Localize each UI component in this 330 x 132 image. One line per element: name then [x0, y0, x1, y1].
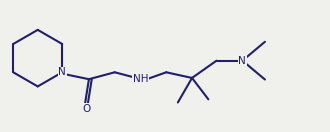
Text: O: O: [82, 104, 90, 114]
Text: NH: NH: [133, 74, 148, 84]
Text: N: N: [58, 67, 66, 77]
Text: N: N: [238, 56, 246, 66]
